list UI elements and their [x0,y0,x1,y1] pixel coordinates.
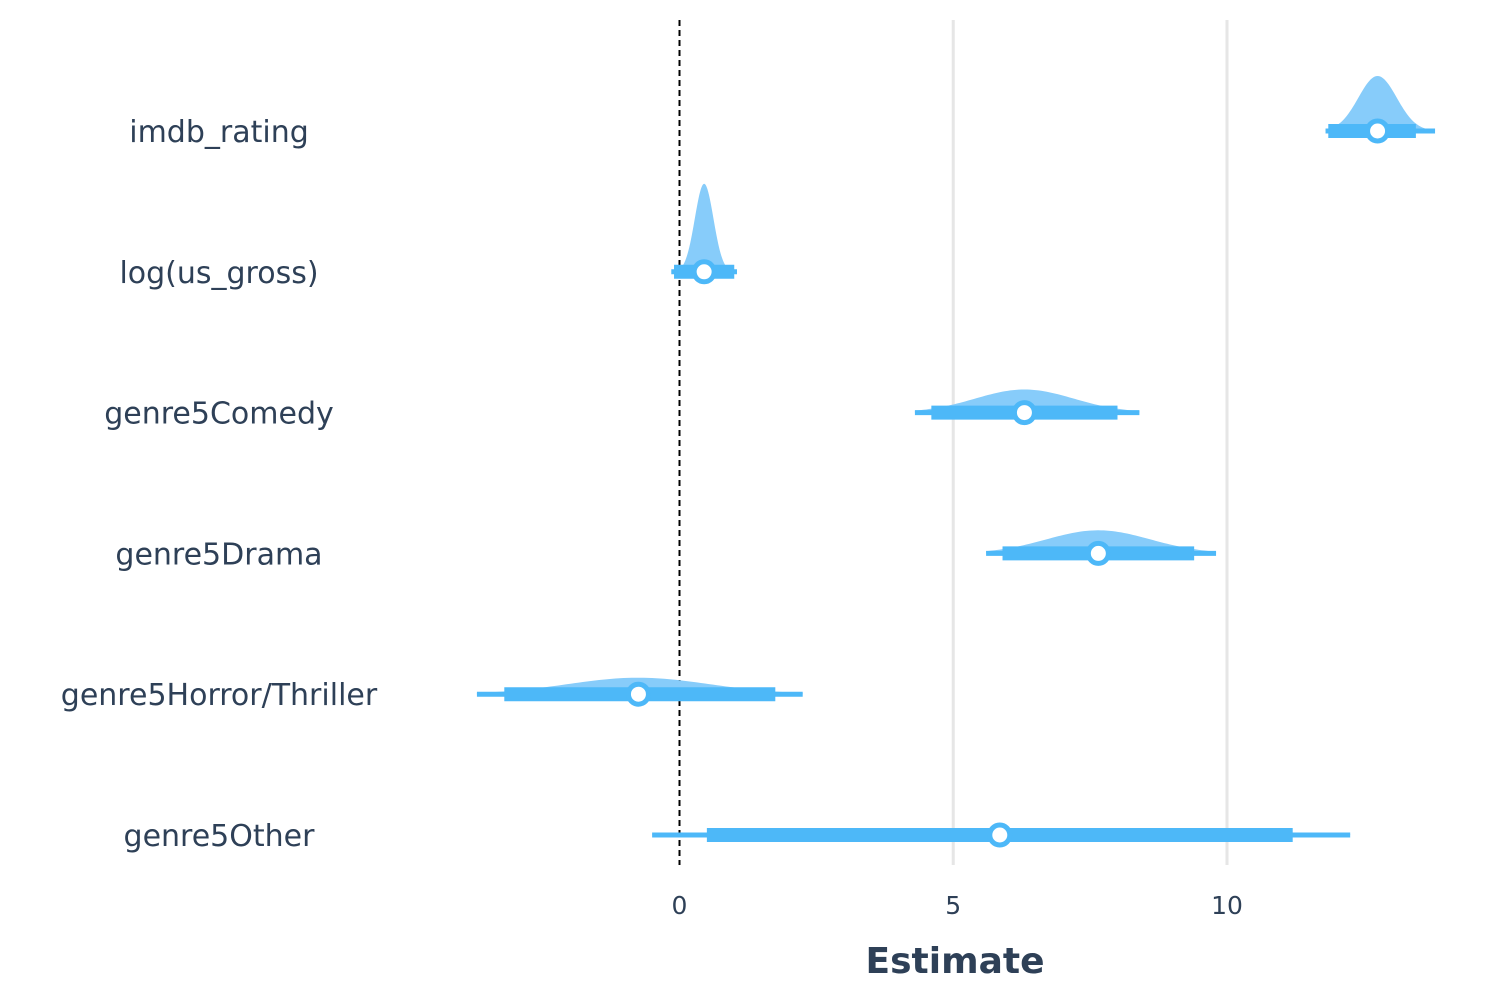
x-tick-label: 5 [945,891,961,920]
term-5 [652,822,1351,848]
point-estimate [987,822,1013,848]
y-label: imdb_rating [129,115,309,150]
y-label: genre5Drama [115,537,322,572]
term-2 [914,389,1140,426]
gridlines [951,20,1229,865]
point-estimate [1011,400,1037,426]
point-estimate [625,681,651,707]
term-1 [671,183,737,285]
term-0 [1325,76,1436,144]
y-label: genre5Horror/Thriller [61,678,378,713]
point-estimate [691,259,717,285]
y-label: genre5Other [124,819,316,854]
y-axis-labels: imdb_rating log(us_gross) genre5Comedy genr… [61,115,378,854]
x-axis-ticks: 0 5 10 [672,891,1243,920]
x-tick-label: 10 [1211,891,1243,920]
term-4 [476,677,803,707]
x-tick-label: 0 [672,891,688,920]
interval-marks [476,76,1436,848]
x-axis-title: Estimate [866,941,1045,982]
y-label: log(us_gross) [119,256,318,291]
point-estimate [1085,540,1111,566]
point-estimate [1365,118,1391,144]
term-3 [986,530,1217,566]
density-shape [671,183,737,272]
density-shape [1325,76,1436,131]
y-label: genre5Comedy [104,397,334,432]
